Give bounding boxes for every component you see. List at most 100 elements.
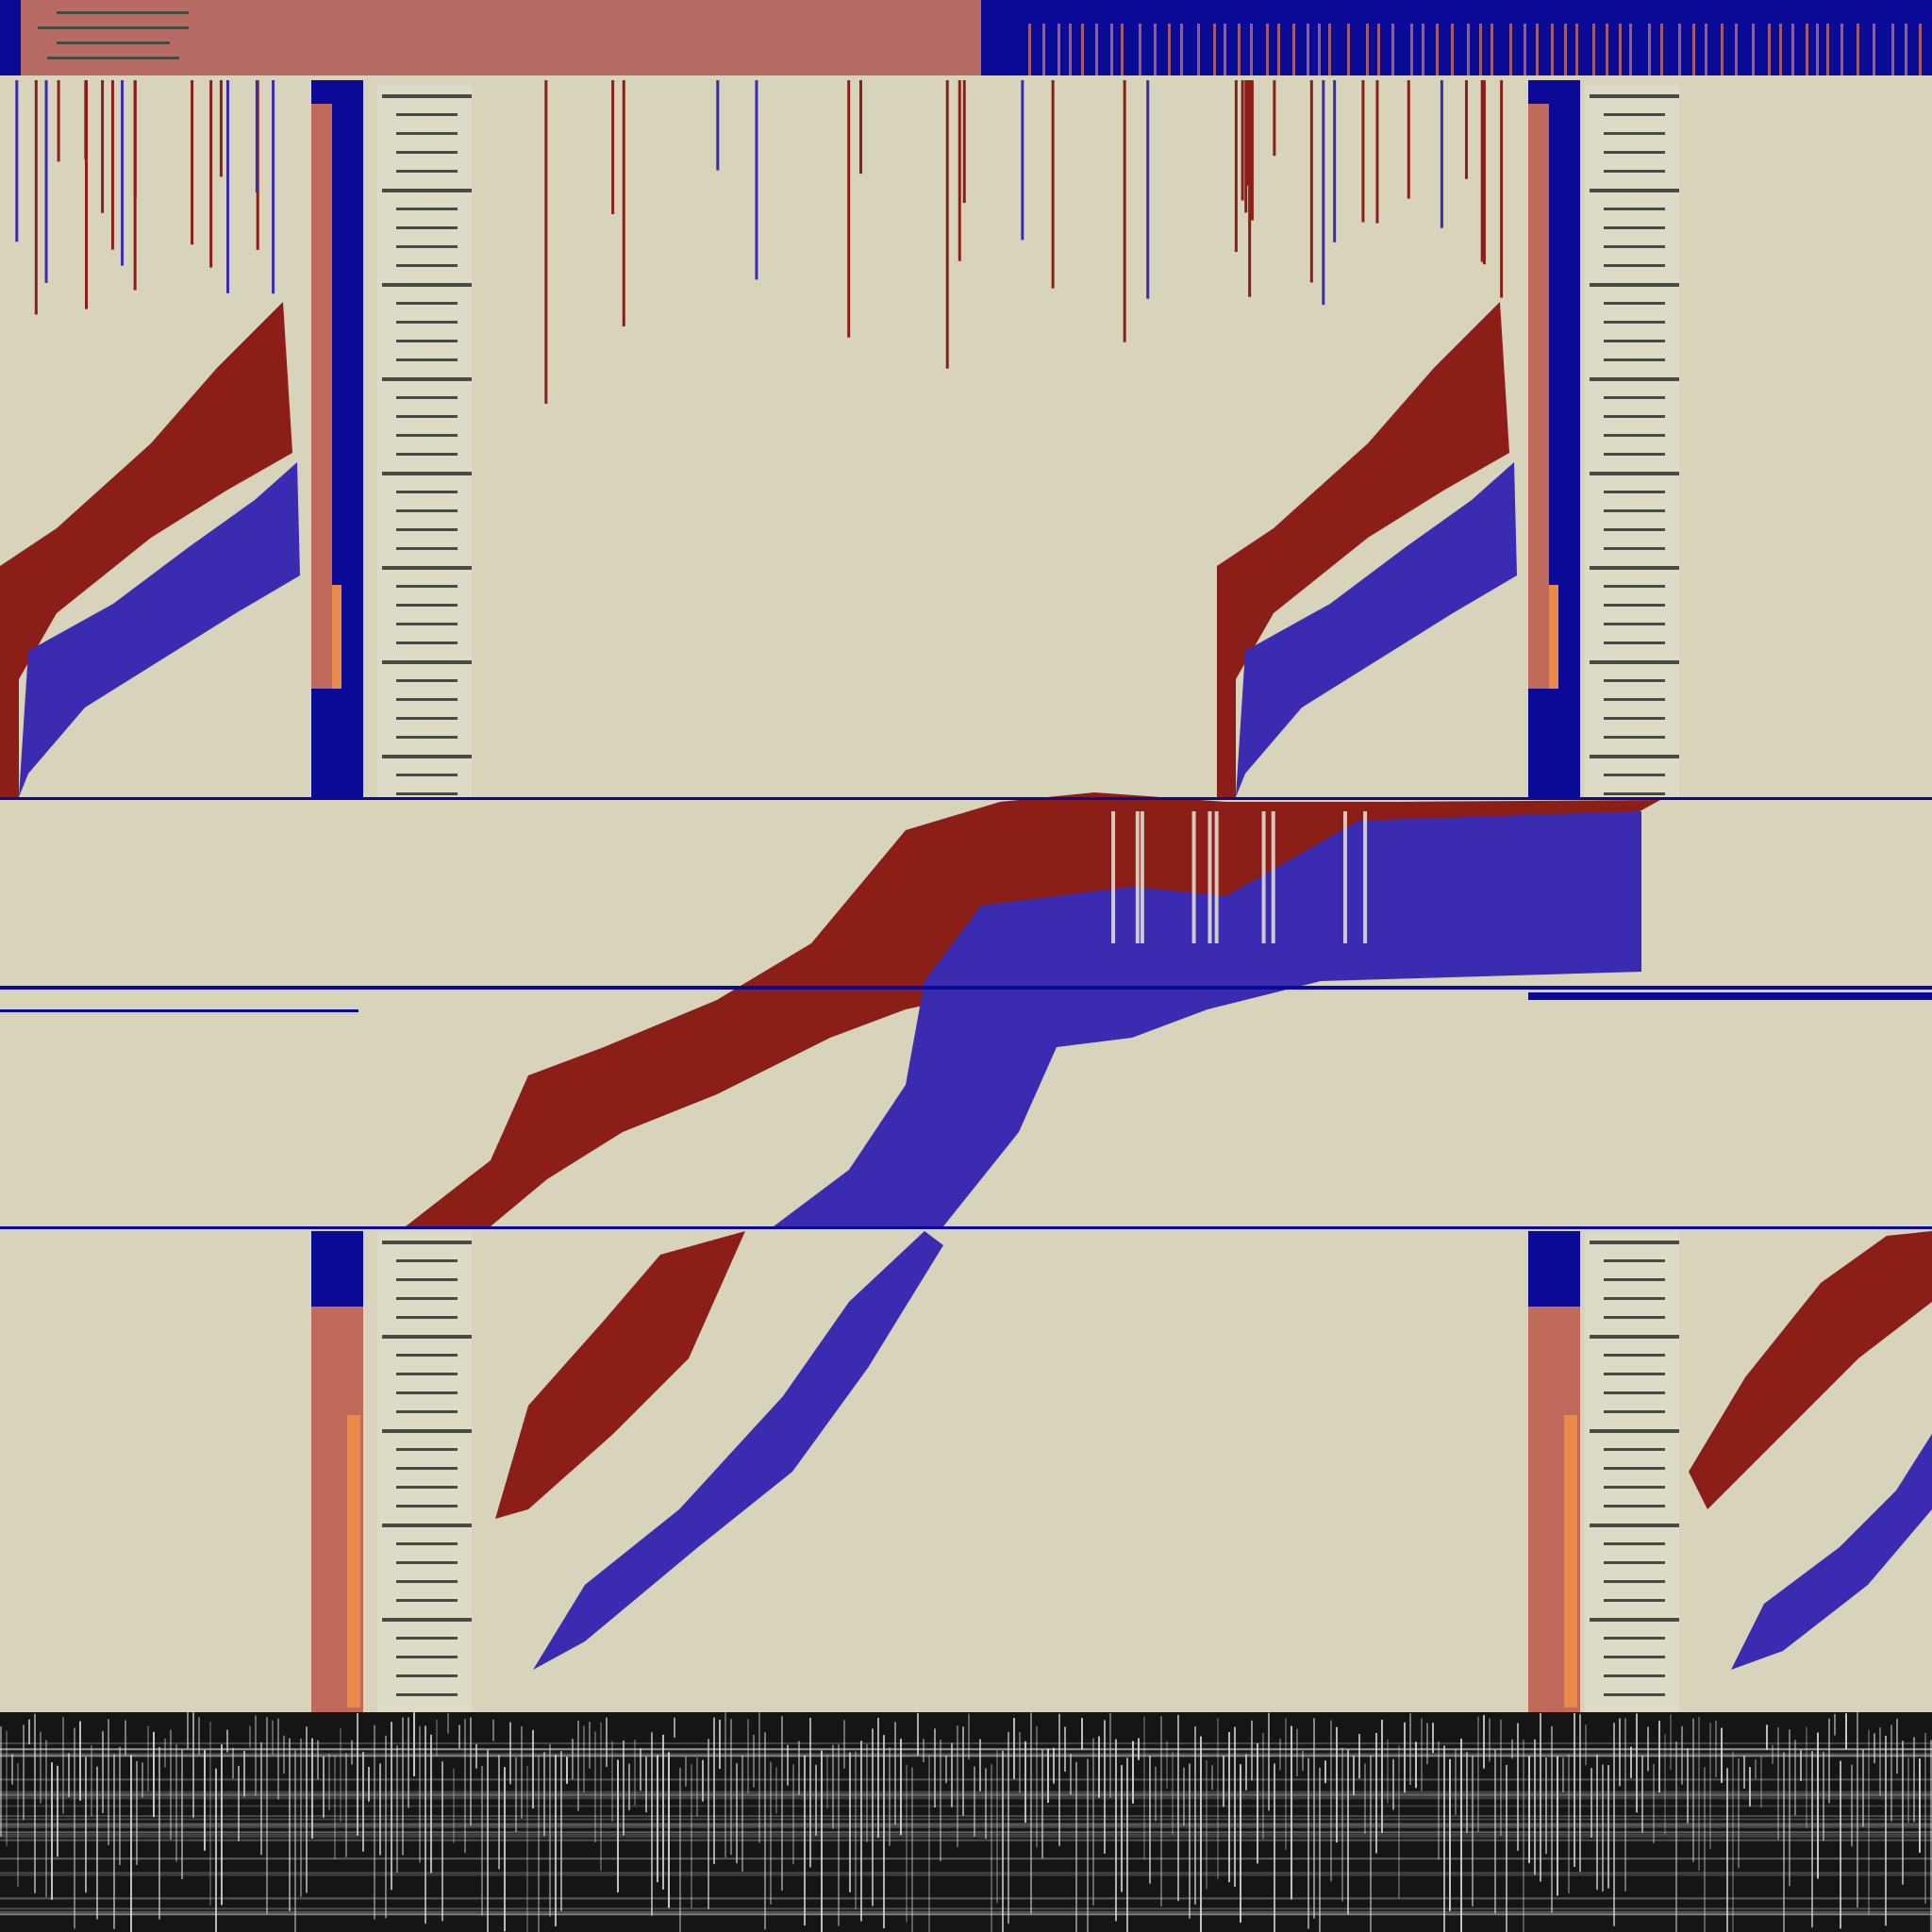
noise-line [1551,1725,1553,1913]
header-streak [1391,24,1394,75]
noise-scanline [0,1823,1932,1825]
drip-line [110,80,114,250]
drip-line [133,80,137,198]
drip-line [1234,80,1238,253]
drip-line [34,80,38,315]
noise-line [334,1755,336,1860]
noise-line [1511,1739,1513,1759]
drip-line [1241,80,1244,201]
noise-line [594,1731,596,1843]
noise-line [260,1741,262,1856]
noise-line [1500,1719,1502,1836]
noise-line [657,1755,658,1883]
noise-line [1766,1724,1768,1750]
noise-line [747,1719,749,1794]
ruler-tick [396,585,458,588]
ruler-tick [1604,1599,1665,1602]
noise-line [758,1712,760,1843]
noise-line [1251,1720,1253,1781]
ruler-tick [396,792,458,795]
noise-line [1579,1714,1581,1873]
noise-line [1811,1751,1813,1928]
noise-line [640,1748,641,1791]
noise-line [1143,1716,1145,1860]
noise-line [300,1738,302,1897]
ruler-tick [396,264,458,267]
drip-line [755,80,758,280]
drip-line [1361,80,1365,223]
noise-line [255,1715,257,1796]
ruler-tick [1604,547,1665,550]
ruler-tick [396,717,458,720]
ruler-tick [1590,1524,1679,1527]
drip-line [1146,80,1150,299]
noise-line [317,1740,319,1780]
ruler-tick [382,755,472,758]
noise-scanline [0,1778,1932,1781]
noise-scanline [0,1752,1932,1755]
noise-line [1494,1749,1496,1914]
noise-line [96,1766,98,1920]
ruler-tick [1604,1656,1665,1658]
noise-line [906,1764,908,1923]
header-streak [1752,24,1755,75]
noise-line [792,1764,794,1865]
noise-line [1426,1723,1428,1765]
drip-line [1333,80,1337,242]
ruler-tick [396,1467,458,1470]
red-lower-band [1689,1231,1932,1509]
noise-line [1845,1713,1847,1750]
ruler-tick [1604,1467,1665,1470]
noise-line [560,1751,562,1911]
drip-line [716,80,720,171]
ruler-tick [396,340,458,342]
ruler-tick [1604,340,1665,342]
ruler-tick [396,1354,458,1357]
drip-line [1309,80,1313,283]
blue-diagonal-fragment [783,1160,943,1226]
ruler-tick [1604,396,1665,399]
header-streak [1377,24,1380,75]
noise-line [441,1761,443,1922]
noise-line [323,1756,325,1818]
noise-line [481,1765,483,1916]
noise-scanline [0,1872,1932,1874]
ruler-tick [382,189,472,192]
ruler-tick [396,113,458,116]
noise-line [402,1717,404,1856]
drip-line [1375,80,1379,224]
noise-line [198,1717,200,1756]
noise-scanline [0,1907,1932,1910]
noise-line [1138,1738,1140,1760]
header-line [38,26,189,29]
noise-line [1868,1729,1870,1915]
noise-line [311,1738,313,1839]
noise-line [221,1744,223,1906]
noise-line [1783,1752,1785,1932]
header-streak [1873,24,1875,75]
noise-line [328,1753,330,1810]
noise-line [1692,1718,1694,1862]
header-streak [1366,24,1369,75]
ruler-tick [1604,1373,1665,1375]
noise-line [447,1713,449,1734]
ruler-tick [396,774,458,776]
ruler-tick [1590,1429,1679,1433]
header-streak [1328,24,1331,75]
noise-line [843,1720,845,1769]
header-streak [1451,24,1454,75]
drip-line [622,80,625,326]
noise-line [368,1766,370,1802]
noise-line [1653,1763,1655,1843]
noise-line [374,1724,375,1920]
header-streak [1905,24,1907,75]
noise-background [0,1712,1932,1932]
noise-line [458,1724,460,1749]
red-step-band [0,302,292,797]
noise-line [408,1717,409,1808]
ruler-tick [396,736,458,739]
noise-line [1641,1756,1643,1833]
noise-line [628,1763,630,1810]
noise-line [962,1726,964,1816]
noise-line [1568,1754,1570,1893]
